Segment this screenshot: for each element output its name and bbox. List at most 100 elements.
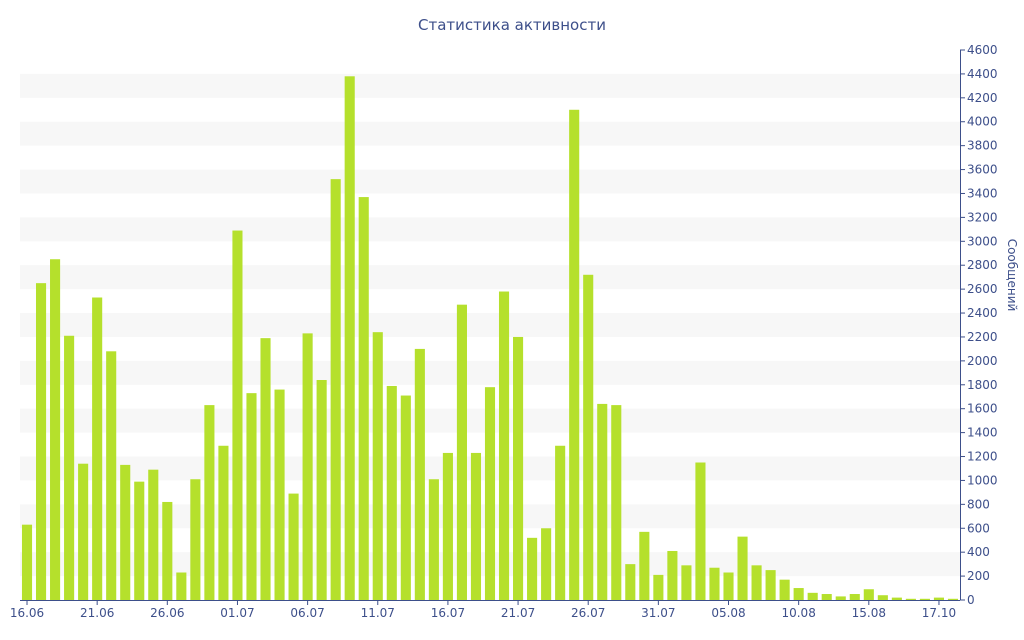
bar[interactable] [891,597,902,600]
bar[interactable] [64,335,75,600]
y-tick-label: 400 [967,545,990,559]
bar[interactable] [260,338,271,600]
grid-band [20,217,960,242]
bar[interactable] [611,405,622,600]
bars-group [21,76,959,601]
y-tick-label: 4000 [967,115,998,129]
y-tick-label: 1800 [967,378,998,392]
y-tick-label: 4600 [967,43,998,57]
x-tick-label: 15.08 [852,606,886,620]
bar[interactable] [947,598,959,600]
bar[interactable] [569,109,580,600]
y-tick-label: 1000 [967,473,998,487]
y-tick-label: 3600 [967,163,998,177]
bar[interactable] [905,598,916,600]
x-tick-label: 06.07 [290,606,324,620]
bar[interactable] [793,588,804,600]
bar[interactable] [456,304,467,600]
bar[interactable] [737,536,748,600]
bar[interactable] [863,589,874,600]
bar[interactable] [358,197,369,600]
bar[interactable] [597,403,608,600]
bar[interactable] [751,565,762,600]
bar[interactable] [204,405,215,600]
x-axis: 16.06 21.06 26.06 01.07 06.07 11.07 16.07 21.07… [10,600,960,620]
bar[interactable] [723,572,734,601]
bar[interactable] [667,550,678,600]
bar[interactable] [877,595,888,600]
bar[interactable] [148,469,159,600]
bar[interactable] [78,463,89,600]
bar[interactable] [35,283,47,600]
bar[interactable] [176,572,187,601]
bar[interactable] [50,259,61,600]
bar[interactable] [933,597,944,600]
bar[interactable] [106,351,117,600]
bar[interactable] [484,387,496,600]
bar[interactable] [681,565,692,600]
bar[interactable] [779,579,790,600]
grid-band [20,73,960,98]
x-tick-label: 31.07 [641,606,675,620]
bar[interactable] [372,332,383,600]
bar[interactable] [120,464,131,600]
bar[interactable] [400,395,411,600]
grid-band [20,121,960,146]
y-tick-label: 1600 [967,402,998,416]
x-tick-label: 11.07 [361,606,395,620]
bar[interactable] [21,524,33,600]
bar[interactable] [513,336,524,600]
bar[interactable] [330,179,341,600]
y-tick-label: 3200 [967,210,998,224]
y-tick-label: 1200 [967,450,998,464]
bar[interactable] [527,537,538,600]
bar[interactable] [190,479,201,600]
x-tick-label: 17.10 [922,606,956,620]
bar[interactable] [470,452,482,600]
grid-band [20,313,960,337]
bar[interactable] [835,596,846,600]
bar[interactable] [414,348,425,600]
bar[interactable] [821,594,832,600]
bar[interactable] [386,385,397,600]
bar[interactable] [807,592,818,600]
x-tick-label: 05.08 [711,606,745,620]
bar[interactable] [695,462,706,601]
bar[interactable] [288,493,299,600]
bar[interactable] [765,570,776,600]
bar[interactable] [919,598,930,600]
bar[interactable] [583,274,594,600]
bar[interactable] [498,291,510,600]
bar[interactable] [302,333,313,600]
y-tick-label: 3400 [967,186,998,200]
bar[interactable] [162,501,173,600]
bar[interactable] [639,531,650,600]
bar[interactable] [274,389,285,600]
bar[interactable] [428,479,439,600]
y-tick-label: 3800 [967,139,998,153]
bar[interactable] [442,452,453,600]
bar[interactable] [849,594,860,600]
bar[interactable] [541,528,552,600]
bar[interactable] [134,481,145,600]
x-tick-label: 10.08 [781,606,815,620]
bar[interactable] [218,445,229,600]
bar[interactable] [316,380,327,600]
bar[interactable] [653,574,664,600]
bar[interactable] [344,76,355,601]
y-tick-label: 4400 [967,67,998,81]
bar[interactable] [555,445,566,600]
x-tick-label: 26.07 [571,606,605,620]
y-tick-label: 800 [967,497,990,511]
y-axis-label: Сообщений [1005,239,1019,312]
bar[interactable] [709,567,720,600]
bar[interactable] [246,393,257,600]
grid-band [20,265,960,290]
bar[interactable] [92,297,103,601]
y-tick-label: 1400 [967,426,998,440]
y-tick-label: 4200 [967,91,998,105]
x-tick-label: 16.07 [431,606,465,620]
bar[interactable] [232,230,243,601]
y-axis: 0 200 400 600 800 1000 1200 1400 1600 1800 2000 220… [960,43,998,607]
bar[interactable] [625,564,636,600]
